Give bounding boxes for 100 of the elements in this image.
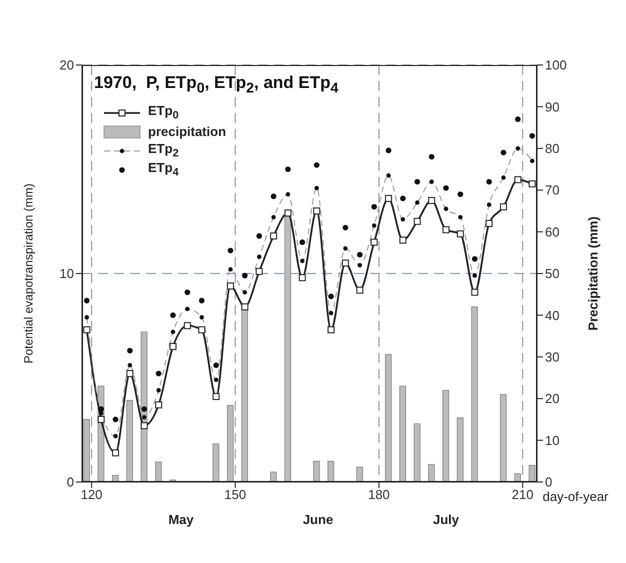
point — [140, 422, 148, 430]
y-axis-title: Potential evapotranspiration (mm) — [21, 183, 36, 364]
point — [198, 298, 205, 304]
bar — [270, 472, 277, 482]
y-tick-label: 0 — [66, 474, 74, 490]
point — [155, 401, 162, 408]
point — [428, 154, 434, 160]
point — [486, 178, 492, 185]
y2-tick-label: 70 — [545, 182, 560, 198]
point — [328, 326, 335, 334]
point — [298, 274, 306, 282]
x-tick-label: 120 — [80, 487, 102, 502]
text: June — [302, 512, 334, 527]
bar — [356, 466, 363, 482]
point — [472, 256, 478, 262]
y2-tick-label: 10 — [545, 432, 560, 448]
point — [228, 248, 234, 254]
point — [529, 133, 536, 139]
point — [141, 406, 148, 412]
point — [486, 220, 493, 227]
legend-label: precipitation — [148, 124, 226, 139]
point — [313, 207, 320, 214]
point — [285, 166, 291, 172]
y2-tick-label: 100 — [545, 58, 567, 73]
y-tick-label: 10 — [60, 266, 74, 282]
y2-tick-label: 30 — [545, 350, 560, 365]
point — [170, 342, 176, 350]
bar — [428, 464, 435, 482]
point — [385, 194, 392, 202]
point — [442, 226, 450, 234]
point — [515, 116, 521, 122]
point — [184, 289, 190, 296]
point — [198, 326, 206, 334]
point — [400, 196, 406, 202]
point — [300, 239, 306, 246]
x-axis-title: day-of-year — [542, 489, 608, 504]
point — [342, 260, 349, 267]
point — [241, 303, 248, 310]
point — [98, 406, 104, 412]
y2-tick-label: 0 — [545, 474, 552, 490]
y2-tick-label: 90 — [545, 99, 560, 114]
point — [528, 180, 536, 188]
bar — [456, 417, 464, 482]
point — [471, 288, 478, 296]
point — [170, 312, 176, 318]
point — [213, 362, 219, 368]
point — [328, 294, 334, 300]
point — [386, 148, 392, 154]
legend-label: ETp$_{2}$ — [148, 141, 179, 160]
point — [284, 210, 292, 217]
bar — [226, 404, 234, 482]
y2-tick-label: 60 — [545, 224, 560, 240]
point — [242, 272, 248, 278]
point — [126, 370, 134, 378]
legend-label: ETp$_{4}$ — [148, 160, 179, 179]
point — [314, 162, 320, 168]
point — [356, 286, 364, 294]
point — [514, 176, 522, 184]
y2-axis-title: Precipitation (mm) — [586, 216, 601, 331]
point — [270, 232, 278, 240]
point — [184, 322, 191, 330]
text: 1970, P, ETp$_{0}$, ETp$_{2}$, and ETp$_{4}$ — [94, 73, 338, 96]
point — [270, 194, 276, 200]
point — [83, 326, 90, 334]
point — [414, 178, 420, 185]
point — [226, 282, 234, 290]
point — [414, 218, 421, 225]
point — [399, 236, 406, 244]
text: July — [432, 512, 460, 527]
point — [371, 204, 377, 210]
point — [500, 150, 506, 156]
y2-tick-label: 80 — [545, 141, 560, 156]
bar — [313, 460, 320, 482]
point — [256, 233, 262, 239]
text: May — [168, 512, 194, 527]
bar — [83, 419, 90, 482]
point — [98, 416, 105, 423]
bar — [155, 462, 162, 482]
x-tick-label: 150 — [224, 487, 246, 502]
point — [84, 298, 90, 304]
point — [127, 348, 133, 354]
point — [112, 416, 118, 422]
point — [256, 268, 263, 275]
point — [458, 191, 464, 198]
y2-tick-label: 50 — [545, 266, 560, 282]
bar — [528, 465, 536, 482]
bar — [284, 214, 292, 482]
bar — [126, 400, 134, 482]
bar — [328, 460, 334, 482]
point — [342, 224, 348, 230]
bar — [414, 423, 420, 482]
x-tick-label: 210 — [512, 487, 534, 502]
y2-tick-label: 20 — [545, 391, 560, 406]
y-tick-label: 20 — [60, 58, 74, 73]
point — [443, 185, 449, 191]
bar — [500, 394, 507, 482]
point — [112, 449, 120, 456]
point — [356, 252, 363, 258]
x-tick-label: 180 — [368, 487, 390, 502]
point — [428, 197, 436, 204]
